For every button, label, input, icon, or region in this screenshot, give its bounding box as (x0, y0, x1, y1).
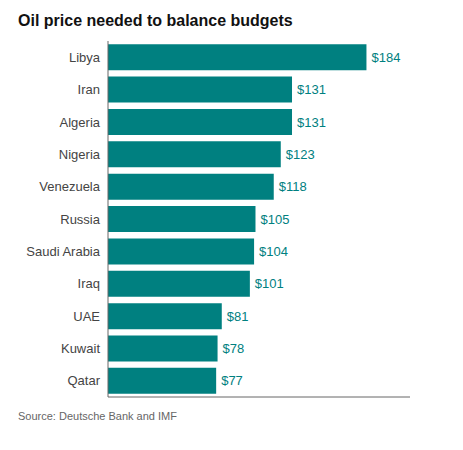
svg-text:$77: $77 (221, 373, 243, 388)
svg-text:$131: $131 (297, 115, 326, 130)
svg-text:$131: $131 (297, 82, 326, 97)
svg-text:Iran: Iran (78, 82, 100, 97)
svg-text:UAE: UAE (73, 309, 100, 324)
svg-text:Saudi Arabia: Saudi Arabia (26, 244, 100, 259)
svg-text:Libya: Libya (69, 50, 101, 65)
svg-text:$123: $123 (286, 147, 315, 162)
svg-text:Qatar: Qatar (67, 373, 100, 388)
svg-text:Iraq: Iraq (78, 276, 100, 291)
svg-text:$101: $101 (255, 276, 284, 291)
svg-text:Venezuela: Venezuela (39, 179, 100, 194)
html-text:Source: Deutsche Bank and IMF: Source: Deutsche Bank and IMF (18, 410, 177, 422)
svg-text:Algeria: Algeria (60, 115, 101, 130)
svg-text:$118: $118 (279, 179, 307, 194)
svg-text:$105: $105 (260, 212, 289, 227)
html-text:Oil price needed to balance bu: Oil price needed to balance budgets (18, 12, 293, 29)
svg-text:Russia: Russia (60, 212, 101, 227)
svg-text:$78: $78 (223, 341, 245, 356)
svg-text:Kuwait: Kuwait (61, 341, 100, 356)
svg-text:$104: $104 (259, 244, 288, 259)
svg-text:$81: $81 (227, 309, 249, 324)
svg-text:$184: $184 (371, 50, 400, 65)
svg-text:Nigeria: Nigeria (59, 147, 101, 162)
